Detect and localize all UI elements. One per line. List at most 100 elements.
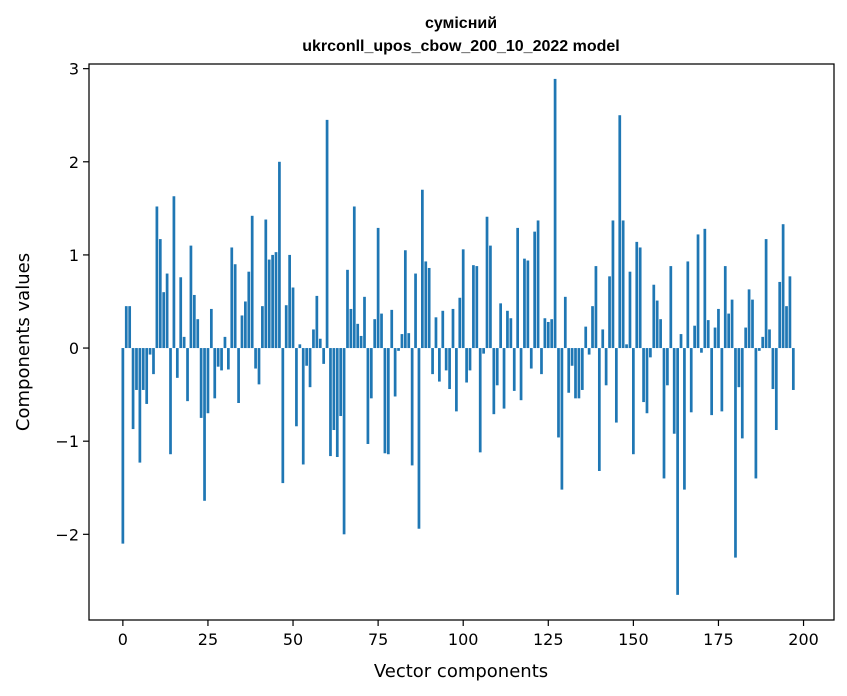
bar-159 (662, 348, 666, 479)
bar-174 (713, 327, 717, 349)
bar-4 (135, 348, 138, 390)
bar-31 (227, 348, 230, 370)
bar-54 (305, 348, 308, 366)
bar-104 (475, 266, 479, 349)
bar-114 (509, 318, 513, 349)
y-tick-label: 0 (69, 339, 79, 358)
bar-140 (597, 348, 601, 471)
x-tick-label: 25 (198, 630, 218, 649)
bar-141 (601, 329, 605, 349)
bar-73 (369, 348, 373, 399)
bar-18 (182, 336, 186, 349)
y-axis-label: Components values (13, 253, 34, 431)
y-tick-label: 3 (69, 60, 79, 79)
bar-37 (247, 271, 251, 349)
bar-160 (666, 348, 669, 386)
bar-167 (689, 348, 693, 413)
bar-128 (557, 348, 560, 438)
bar-56 (312, 329, 315, 349)
bar-43 (267, 259, 271, 349)
bar-163 (676, 348, 679, 595)
bar-26 (209, 308, 213, 349)
bar-1 (124, 306, 128, 349)
x-axis-ticks: 0 25 50 75 100 125 150 175 200 (118, 620, 819, 649)
bar-148 (625, 344, 628, 349)
y-tick-label: −1 (55, 432, 79, 451)
bar-184 (747, 289, 751, 349)
bar-188 (761, 336, 765, 349)
bar-150 (632, 348, 635, 455)
bars-group (121, 78, 795, 595)
bar-126 (550, 319, 554, 349)
bar-63 (335, 348, 339, 458)
bar-121 (533, 231, 537, 349)
bar-61 (329, 348, 332, 457)
bar-80 (393, 348, 397, 397)
bar-68 (352, 206, 356, 349)
bar-161 (669, 266, 673, 349)
bar-82 (400, 334, 404, 349)
bar-170 (700, 348, 703, 353)
bar-85 (410, 348, 414, 466)
x-axis-label: Vector components (374, 661, 548, 682)
bar-41 (261, 306, 264, 349)
bar-194 (781, 224, 785, 349)
bar-30 (223, 336, 227, 349)
bar-147 (621, 220, 625, 349)
bar-144 (611, 220, 615, 349)
bar-155 (649, 348, 652, 358)
bar-172 (706, 320, 710, 349)
bar-64 (339, 348, 343, 417)
bar-39 (254, 348, 257, 369)
bar-78 (386, 348, 390, 455)
bar-137 (587, 348, 591, 355)
bar-175 (717, 308, 720, 349)
bar-49 (288, 254, 291, 349)
bar-133 (574, 348, 577, 399)
bar-15 (172, 196, 176, 349)
bar-59 (322, 348, 326, 364)
bar-166 (686, 261, 690, 349)
bar-169 (696, 234, 700, 349)
bar-57 (315, 295, 319, 349)
bar-120 (529, 348, 533, 369)
y-tick-label: 2 (69, 153, 79, 172)
bar-14 (169, 348, 172, 455)
bar-70 (359, 335, 363, 349)
bar-10 (155, 206, 159, 349)
bar-53 (301, 348, 305, 465)
bar-55 (308, 348, 312, 388)
bar-71 (363, 296, 366, 349)
bar-23 (199, 348, 203, 418)
bar-45 (274, 252, 278, 349)
bar-101 (465, 348, 468, 383)
bar-20 (189, 245, 193, 349)
y-axis-ticks: −2 −1 0 1 2 3 (55, 60, 89, 544)
y-tick-label: 1 (69, 246, 79, 265)
x-tick-label: 50 (283, 630, 303, 649)
bar-25 (206, 348, 210, 414)
bar-50 (291, 287, 295, 349)
bar-122 (536, 220, 540, 349)
bar-182 (740, 348, 744, 439)
bar-192 (774, 348, 778, 431)
bar-95 (444, 348, 448, 371)
bar-125 (546, 321, 550, 349)
bar-46 (278, 161, 281, 349)
bar-139 (594, 266, 598, 349)
bar-5 (138, 348, 142, 463)
bar-197 (791, 348, 795, 390)
bar-180 (734, 348, 737, 558)
bar-32 (230, 247, 234, 349)
bar-106 (482, 348, 485, 354)
bar-131 (567, 348, 571, 393)
bar-21 (192, 294, 196, 349)
bar-92 (434, 317, 438, 349)
bar-6 (141, 348, 145, 390)
x-tick-label: 100 (448, 630, 479, 649)
bar-138 (591, 306, 594, 349)
bar-134 (577, 348, 581, 399)
x-tick-label: 175 (703, 630, 734, 649)
bar-117 (519, 348, 523, 401)
bar-47 (281, 348, 285, 484)
